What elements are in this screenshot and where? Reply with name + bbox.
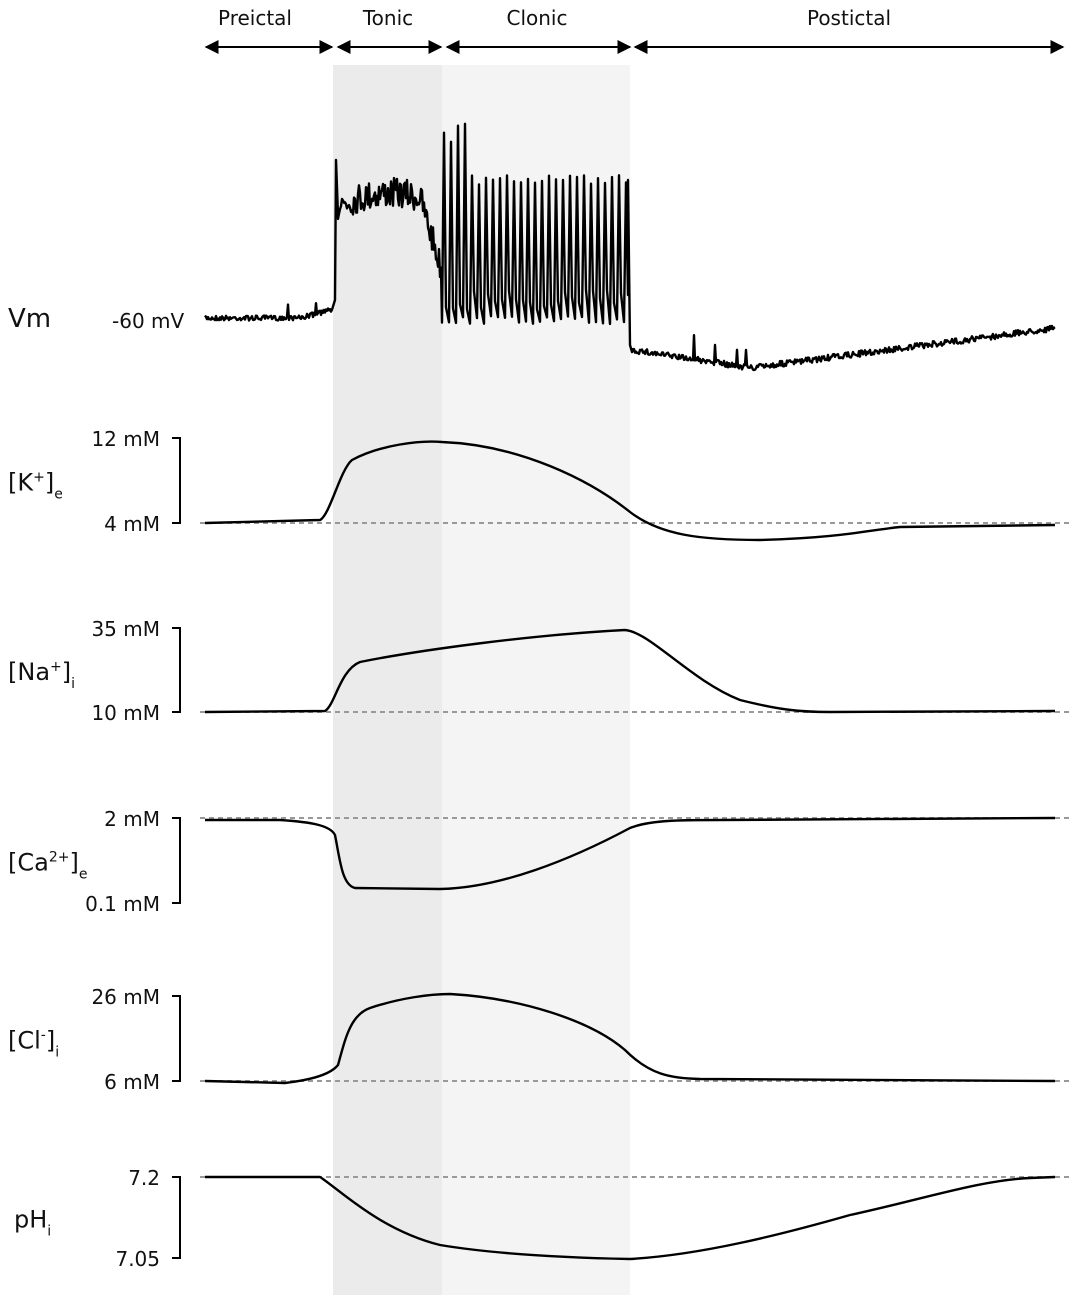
label-main: [K bbox=[8, 469, 34, 497]
scale-top: 2 mM bbox=[104, 807, 160, 831]
label-sub: i bbox=[71, 676, 75, 692]
scale-top: 12 mM bbox=[91, 427, 160, 451]
scale-bottom: 0.1 mM bbox=[85, 892, 160, 916]
scale-bar bbox=[172, 995, 181, 1082]
scale-top: 26 mM bbox=[91, 985, 160, 1009]
label-main: [Na bbox=[8, 658, 50, 686]
phase-label: Tonic bbox=[362, 6, 413, 30]
phase-label: Postictal bbox=[807, 6, 891, 30]
label-main: pH bbox=[14, 1206, 47, 1234]
scale-bottom: 10 mM bbox=[91, 701, 160, 725]
panel-label: pHi bbox=[14, 1206, 51, 1240]
scale-top: 7.2 bbox=[128, 1166, 160, 1190]
label-tail: ] bbox=[69, 849, 78, 877]
panel-label: [K+]e bbox=[8, 469, 63, 503]
label-sub: i bbox=[47, 1224, 51, 1240]
ph-trace bbox=[205, 1175, 1056, 1261]
label-tail: ] bbox=[45, 469, 54, 497]
label-sub: e bbox=[54, 487, 63, 503]
label-sup: + bbox=[50, 659, 62, 675]
label-sup: 2+ bbox=[49, 850, 70, 866]
scale-bar bbox=[172, 817, 181, 904]
k-trace bbox=[204, 440, 1056, 542]
label-tail: ] bbox=[62, 658, 71, 686]
phase-label: Preictal bbox=[218, 6, 292, 30]
vm-trace bbox=[204, 122, 1056, 372]
scale-bar bbox=[172, 1176, 181, 1259]
label-sup: + bbox=[33, 470, 45, 486]
ca-trace bbox=[205, 816, 1056, 891]
vm-level: -60 mV bbox=[112, 309, 185, 333]
label-sub: e bbox=[79, 867, 88, 883]
scale-bottom: 6 mM bbox=[104, 1070, 160, 1094]
vm-label: Vm bbox=[8, 304, 51, 334]
scale-bar bbox=[172, 627, 181, 713]
na-trace bbox=[204, 628, 1056, 714]
cl-trace bbox=[204, 992, 1056, 1085]
panel-label: [Cl-]i bbox=[8, 1027, 59, 1061]
label-main: [Ca bbox=[8, 849, 49, 877]
label-sub: i bbox=[55, 1045, 59, 1061]
scale-bottom: 4 mM bbox=[104, 512, 160, 536]
label-tail: ] bbox=[46, 1027, 55, 1055]
tonic-shade bbox=[333, 65, 442, 1295]
label-main: [Cl bbox=[8, 1027, 41, 1055]
scale-bottom: 7.05 bbox=[115, 1247, 160, 1271]
label-sup: - bbox=[41, 1028, 46, 1044]
scale-top: 35 mM bbox=[91, 617, 160, 641]
panel-label: [Na+]i bbox=[8, 658, 75, 692]
scale-bar bbox=[172, 437, 181, 524]
panel-label: [Ca2+]e bbox=[8, 849, 87, 883]
phase-label: Clonic bbox=[507, 6, 568, 30]
